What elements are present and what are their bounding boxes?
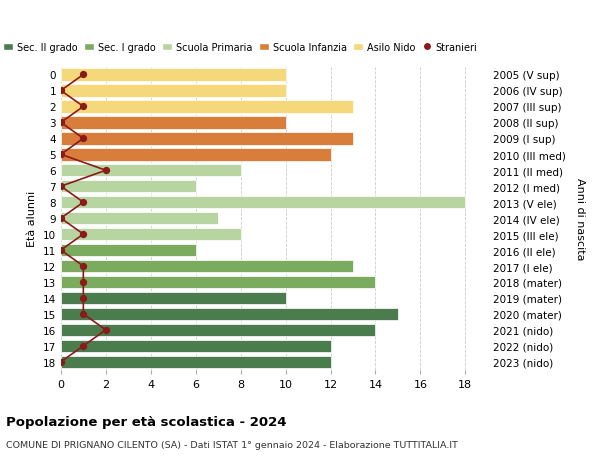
Bar xyxy=(61,133,353,145)
Point xyxy=(56,247,65,254)
Bar xyxy=(61,292,286,304)
Bar xyxy=(61,308,398,320)
Point xyxy=(79,263,88,270)
Bar xyxy=(61,244,196,257)
Bar xyxy=(61,324,376,336)
Point xyxy=(79,311,88,318)
Bar xyxy=(61,229,241,241)
Bar xyxy=(61,165,241,177)
Point xyxy=(79,135,88,143)
Point xyxy=(56,119,65,127)
Bar xyxy=(61,260,353,273)
Text: Popolazione per età scolastica - 2024: Popolazione per età scolastica - 2024 xyxy=(6,415,287,428)
Point xyxy=(101,326,110,334)
Point xyxy=(79,342,88,350)
Point xyxy=(56,88,65,95)
Point xyxy=(101,167,110,174)
Point xyxy=(56,183,65,190)
Point xyxy=(79,231,88,238)
Y-axis label: Età alunni: Età alunni xyxy=(27,190,37,247)
Bar xyxy=(61,180,196,193)
Point xyxy=(79,295,88,302)
Point xyxy=(56,151,65,159)
Point xyxy=(79,103,88,111)
Point xyxy=(56,358,65,366)
Text: COMUNE DI PRIGNANO CILENTO (SA) - Dati ISTAT 1° gennaio 2024 - Elaborazione TUTT: COMUNE DI PRIGNANO CILENTO (SA) - Dati I… xyxy=(6,440,458,449)
Bar xyxy=(61,85,286,97)
Y-axis label: Anni di nascita: Anni di nascita xyxy=(575,178,585,260)
Bar xyxy=(61,276,376,289)
Point xyxy=(79,199,88,207)
Point xyxy=(79,72,88,79)
Legend: Sec. II grado, Sec. I grado, Scuola Primaria, Scuola Infanzia, Asilo Nido, Stran: Sec. II grado, Sec. I grado, Scuola Prim… xyxy=(0,39,481,56)
Bar xyxy=(61,213,218,225)
Bar xyxy=(61,117,286,129)
Point xyxy=(79,279,88,286)
Bar xyxy=(61,101,353,113)
Bar xyxy=(61,356,331,368)
Bar xyxy=(61,69,286,82)
Point xyxy=(56,215,65,222)
Bar xyxy=(61,340,331,353)
Bar xyxy=(61,149,331,161)
Bar xyxy=(61,196,466,209)
